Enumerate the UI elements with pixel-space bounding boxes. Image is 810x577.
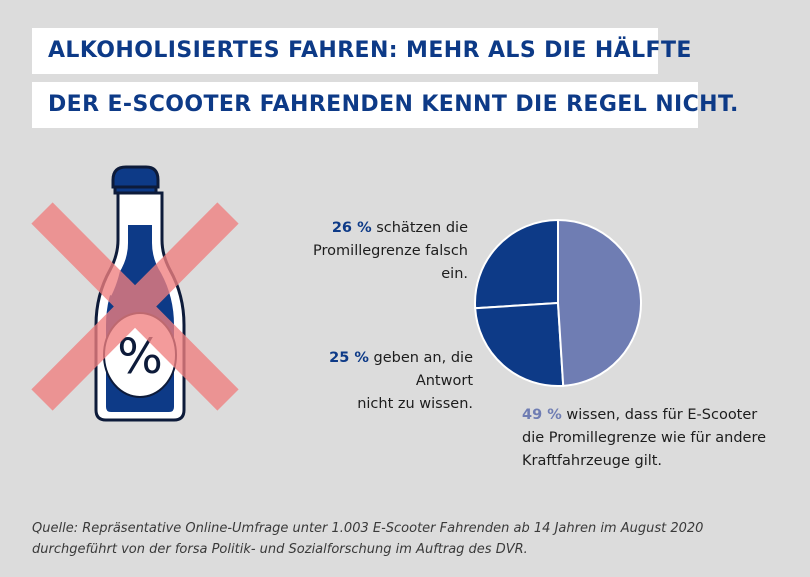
value-label: 49 %	[522, 407, 562, 423]
annotation-text: Kraftfahrzeuge gilt.	[522, 453, 663, 469]
title-line-2: DER E-SCOOTER FAHRENDEN KENNT DIE REGEL …	[32, 82, 738, 128]
pie-chart	[474, 218, 642, 387]
source-line-1: Quelle: Repräsentative Online-Umfrage un…	[32, 521, 704, 536]
value-label: 25 %	[329, 350, 369, 366]
annotation-text: nicht zu wissen.	[357, 396, 473, 412]
bottle-crossed-out-icon: %	[31, 165, 239, 422]
annotation-dont-know: 25 % geben an, die Antwort nicht zu wiss…	[270, 347, 473, 416]
annotation-text: wissen, dass für E-Scooter	[561, 407, 758, 423]
pie-slice	[474, 218, 559, 310]
value-label: 26 %	[331, 220, 372, 236]
source-line-2: durchgeführt von der forsa Politik- und …	[32, 542, 528, 557]
annotation-know-rule: 49 % wissen, dass für E-Scooter die Prom…	[522, 404, 792, 473]
source-note: Quelle: Repräsentative Online-Umfrage un…	[32, 518, 792, 560]
cross-icon	[31, 202, 239, 411]
pie-slice	[474, 301, 565, 387]
pie-slices	[474, 218, 642, 387]
annotation-text: geben an, die Antwort	[368, 350, 473, 389]
annotation-wrong-estimate: 26 % schätzen die Promillegrenze falsch …	[290, 217, 468, 286]
pie-slice	[557, 218, 642, 387]
annotation-text: Promillegrenze falsch ein.	[313, 243, 468, 282]
title-line-1: ALKOHOLISIERTES FAHREN: MEHR ALS DIE HÄL…	[32, 28, 691, 74]
annotation-text: schätzen die	[371, 220, 468, 236]
annotation-text: die Promillegrenze wie für andere	[522, 430, 767, 446]
